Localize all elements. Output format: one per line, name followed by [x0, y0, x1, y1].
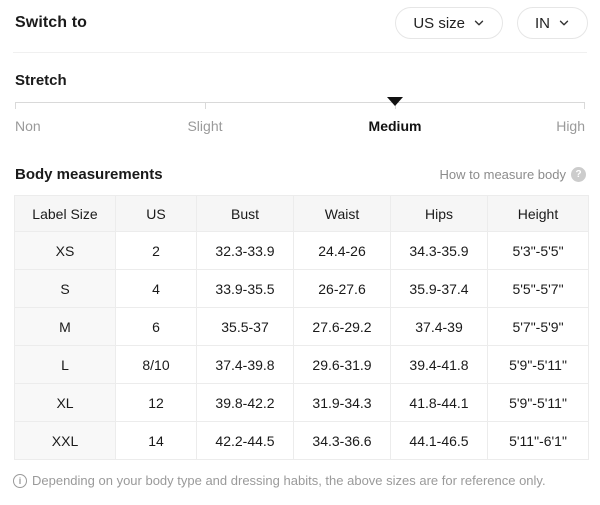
stretch-option-slight[interactable]: Slight — [187, 118, 223, 134]
measurement-cell: 5'5"-5'7" — [487, 269, 589, 308]
label-size-cell: XXL — [14, 421, 116, 460]
measurement-cell: 5'11"-6'1" — [487, 421, 589, 460]
how-to-measure-link[interactable]: How to measure body ? — [440, 167, 586, 182]
chevron-down-icon — [559, 20, 569, 26]
size-unit-dropdown-label: US size — [413, 14, 465, 32]
stretch-option-labels: Non Slight Medium High — [15, 118, 585, 136]
measurement-cell: 31.9-34.3 — [293, 383, 391, 422]
stretch-slider-marker-triangle[interactable] — [387, 97, 403, 106]
measurement-cell: 33.9-35.5 — [196, 269, 294, 308]
measure-unit-dropdown[interactable]: IN — [517, 7, 588, 39]
measurement-cell: 24.4-26 — [293, 231, 391, 270]
table-row: M 6 35.5-37 27.6-29.2 37.4-39 5'7"-5'9" — [14, 307, 589, 346]
table-row: XXL 14 42.2-44.5 34.3-36.6 44.1-46.5 5'11"-6'… — [14, 421, 589, 460]
measurement-cell: 5'9"-5'11" — [487, 383, 589, 422]
stretch-option-high[interactable]: High — [556, 118, 585, 134]
stretch-slider[interactable] — [15, 97, 585, 112]
label-size-cell: XS — [14, 231, 116, 270]
reference-note-text: Depending on your body type and dressing… — [32, 473, 546, 488]
measurement-cell: 39.8-42.2 — [196, 383, 294, 422]
measurement-cell: 35.5-37 — [196, 307, 294, 346]
label-size-cell: L — [14, 345, 116, 384]
measurement-cell: 32.3-33.9 — [196, 231, 294, 270]
chevron-down-icon — [474, 20, 484, 26]
column-header: Bust — [196, 195, 294, 232]
switch-to-row: Switch to US size IN — [0, 0, 600, 39]
stretch-slider-tick — [15, 102, 16, 109]
measurement-cell: 37.4-39.8 — [196, 345, 294, 384]
stretch-option-non[interactable]: Non — [15, 118, 41, 134]
measurement-cell: 8/10 — [115, 345, 197, 384]
measurement-cell: 12 — [115, 383, 197, 422]
measurement-cell: 6 — [115, 307, 197, 346]
stretch-option-medium[interactable]: Medium — [368, 118, 422, 134]
body-measurements-title: Body measurements — [15, 166, 163, 183]
label-size-cell: XL — [14, 383, 116, 422]
table-row: XL 12 39.8-42.2 31.9-34.3 41.8-44.1 5'9"-5'11… — [14, 383, 589, 422]
measurement-cell: 29.6-31.9 — [293, 345, 391, 384]
switch-to-label: Switch to — [15, 14, 88, 31]
measurement-cell: 42.2-44.5 — [196, 421, 294, 460]
question-mark-icon[interactable]: ? — [571, 167, 586, 182]
measurement-cell: 34.3-36.6 — [293, 421, 391, 460]
column-header: Label Size — [14, 195, 116, 232]
size-unit-dropdown[interactable]: US size — [395, 7, 503, 39]
size-table-header-row: Label Size US Bust Waist Hips Height — [14, 195, 589, 232]
table-row: L 8/10 37.4-39.8 29.6-31.9 39.4-41.8 5'9"-5'1… — [14, 345, 589, 384]
unit-selectors: US size IN — [395, 7, 588, 39]
label-size-cell: S — [14, 269, 116, 308]
table-row: XS 2 32.3-33.9 24.4-26 34.3-35.9 5'3"-5'5" — [14, 231, 589, 270]
section-divider — [13, 52, 587, 53]
measurement-cell: 35.9-37.4 — [390, 269, 488, 308]
measurement-cell: 26-27.6 — [293, 269, 391, 308]
size-table-body: XS 2 32.3-33.9 24.4-26 34.3-35.9 5'3"-5'5" S 4 3… — [14, 231, 589, 460]
measurement-cell: 14 — [115, 421, 197, 460]
stretch-section-title: Stretch — [15, 72, 67, 89]
info-icon: i — [13, 474, 27, 488]
reference-note: i Depending on your body type and dressi… — [13, 473, 588, 489]
column-header: Waist — [293, 195, 391, 232]
measurement-cell: 5'3"-5'5" — [487, 231, 589, 270]
measurement-cell: 37.4-39 — [390, 307, 488, 346]
size-table: Label Size US Bust Waist Hips Height XS 2 32.3-… — [14, 195, 589, 460]
measure-unit-dropdown-label: IN — [535, 14, 550, 32]
measurement-cell: 44.1-46.5 — [390, 421, 488, 460]
stretch-slider-tick — [204, 102, 206, 109]
body-measurements-header: Body measurements How to measure body ? — [15, 166, 586, 183]
label-size-cell: M — [14, 307, 116, 346]
measurement-cell: 39.4-41.8 — [390, 345, 488, 384]
stretch-slider-track — [15, 102, 585, 103]
measurement-cell: 34.3-35.9 — [390, 231, 488, 270]
how-to-measure-label: How to measure body — [439, 167, 566, 182]
stretch-slider-tick — [584, 102, 585, 109]
column-header: Height — [487, 195, 589, 232]
measurement-cell: 27.6-29.2 — [293, 307, 391, 346]
column-header: Hips — [390, 195, 488, 232]
measurement-cell: 41.8-44.1 — [390, 383, 488, 422]
measurement-cell: 4 — [115, 269, 197, 308]
measurement-cell: 2 — [115, 231, 197, 270]
table-row: S 4 33.9-35.5 26-27.6 35.9-37.4 5'5"-5'7" — [14, 269, 589, 308]
measurement-cell: 5'9"-5'11" — [487, 345, 589, 384]
measurement-cell: 5'7"-5'9" — [487, 307, 589, 346]
column-header: US — [115, 195, 197, 232]
